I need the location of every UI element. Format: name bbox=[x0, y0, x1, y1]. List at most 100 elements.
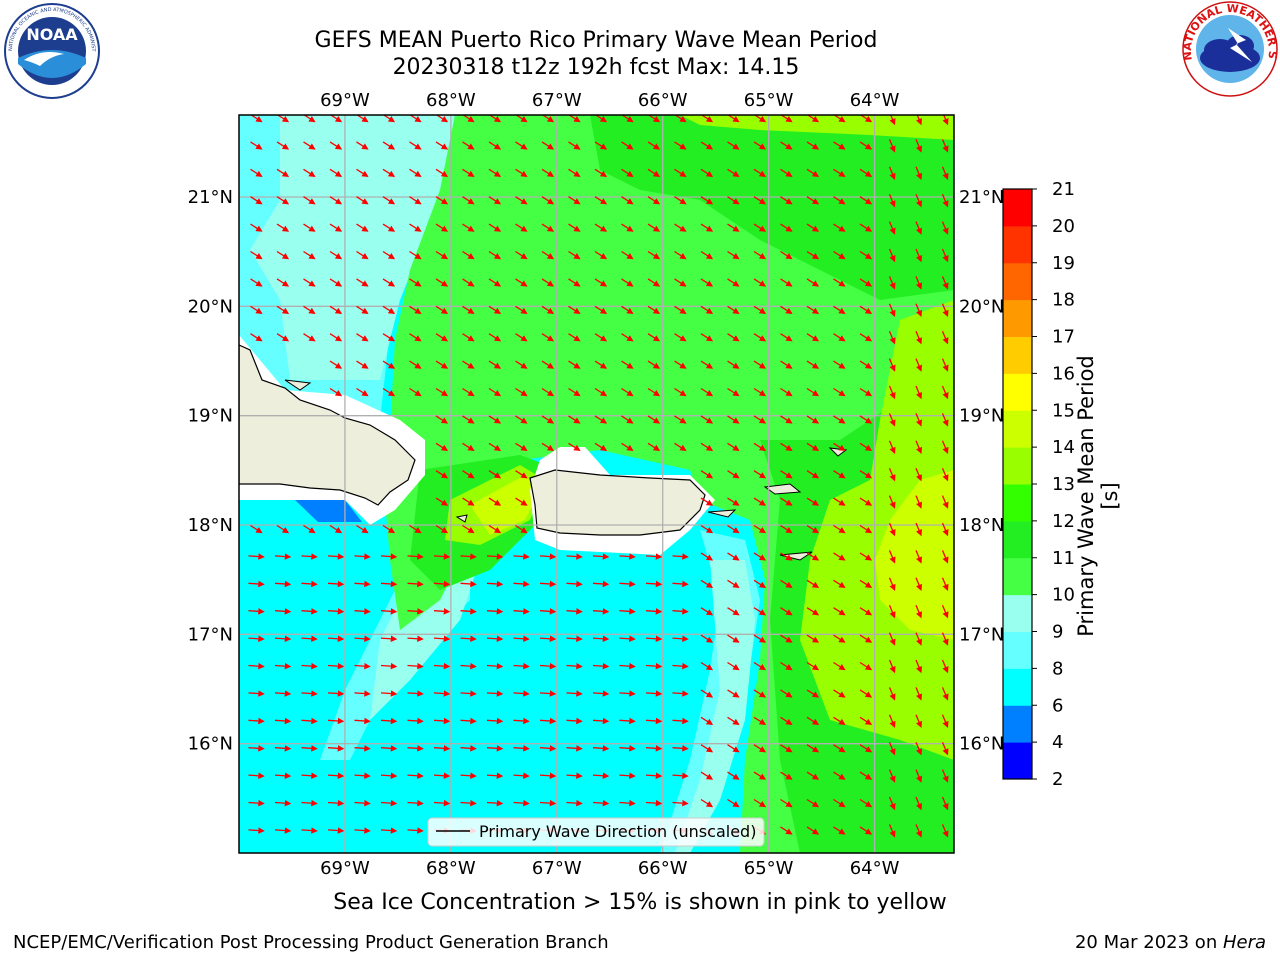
wave-direction-arrow bbox=[859, 607, 873, 616]
lat-label-right: 19°N bbox=[959, 406, 1004, 427]
wave-direction-arrow bbox=[833, 250, 846, 260]
wave-direction-arrow bbox=[515, 223, 528, 232]
wave-direction-arrow bbox=[833, 716, 846, 725]
wave-direction-arrow bbox=[621, 250, 634, 260]
wave-direction-arrow bbox=[382, 141, 396, 150]
wave-direction-arrow bbox=[541, 278, 555, 287]
wave-direction-arrow bbox=[941, 796, 949, 811]
wave-direction-arrow bbox=[409, 278, 422, 287]
lon-label-top: 67°W bbox=[532, 90, 582, 111]
wave-direction-arrow bbox=[753, 442, 767, 451]
wave-direction-arrow bbox=[859, 470, 873, 479]
wave-direction-arrow bbox=[700, 771, 714, 780]
wave-direction-arrow bbox=[621, 333, 634, 342]
wave-direction-arrow bbox=[859, 250, 873, 260]
map-frame bbox=[238, 114, 955, 854]
colorbar-tick-label: 9 bbox=[1052, 622, 1063, 643]
wave-direction-arrow bbox=[539, 580, 557, 588]
wave-direction-arrow bbox=[674, 278, 687, 287]
wave-direction-arrow bbox=[409, 305, 422, 314]
wave-direction-arrow bbox=[915, 166, 922, 181]
wave-direction-arrow bbox=[594, 415, 608, 424]
colorbar-segment bbox=[1003, 447, 1032, 485]
wave-direction-arrow bbox=[354, 580, 371, 588]
colorbar-segment bbox=[1003, 631, 1032, 669]
colorbar-tick-label: 18 bbox=[1052, 290, 1075, 311]
wave-direction-arrow bbox=[541, 223, 555, 232]
wave-direction-arrow bbox=[727, 223, 740, 232]
wave-direction-arrow bbox=[806, 305, 820, 314]
wave-direction-arrow bbox=[513, 745, 530, 752]
lon-labels-bottom: 69°W 68°W 67°W 66°W 65°W 64°W bbox=[320, 858, 900, 879]
colorbar: 2 4 6 8 9 10 11 12 13 14 15 16 17 18 19 20 21 bbox=[1002, 179, 1075, 790]
wave-direction-arrow bbox=[700, 196, 714, 205]
wave-direction-arrow bbox=[329, 223, 343, 232]
wave-direction-arrow bbox=[301, 553, 318, 560]
wave-direction-arrow bbox=[806, 744, 820, 753]
colorbar-tick-label: 15 bbox=[1052, 400, 1075, 421]
land-small-island bbox=[284, 379, 468, 523]
wave-direction-arrow bbox=[727, 716, 740, 725]
wave-direction-arrow bbox=[700, 607, 714, 616]
wave-direction-arrow bbox=[645, 772, 663, 779]
wave-direction-arrow bbox=[488, 415, 502, 424]
wave-direction-arrow bbox=[859, 689, 873, 698]
wave-direction-arrow bbox=[407, 827, 424, 834]
wave-direction-arrow bbox=[301, 662, 318, 670]
wave-direction-arrow bbox=[915, 577, 922, 591]
wave-direction-arrow bbox=[859, 415, 873, 424]
wave-direction-arrow bbox=[780, 634, 793, 643]
wave-direction-arrow bbox=[380, 717, 398, 725]
wave-direction-arrow bbox=[941, 824, 949, 838]
wave-direction-arrow bbox=[515, 415, 528, 424]
wave-direction-arrow bbox=[594, 168, 608, 177]
wave-direction-arrow bbox=[435, 387, 449, 397]
wave-direction-arrow bbox=[915, 330, 922, 345]
wave-direction-arrow bbox=[780, 168, 793, 177]
wave-direction-arrow bbox=[915, 632, 922, 646]
wave-direction-arrow bbox=[753, 744, 767, 753]
wave-direction-arrow bbox=[753, 607, 767, 616]
wave-direction-arrow bbox=[780, 223, 793, 232]
wave-direction-arrow bbox=[248, 580, 265, 588]
colorbar-tick-label: 2 bbox=[1052, 769, 1063, 790]
footer-date: 20 Mar 2023 on Hera bbox=[1075, 932, 1266, 953]
colorbar-tick-label: 4 bbox=[1052, 732, 1063, 753]
wave-direction-arrow bbox=[833, 524, 846, 534]
wave-direction-arrow bbox=[356, 305, 369, 314]
wave-direction-arrow bbox=[356, 250, 369, 260]
wave-direction-arrow bbox=[327, 772, 345, 779]
wave-direction-arrow bbox=[515, 196, 528, 205]
wave-direction-arrow bbox=[460, 772, 477, 779]
wave-direction-arrow bbox=[700, 360, 714, 369]
wave-direction-arrow bbox=[592, 717, 610, 725]
wave-direction-arrow bbox=[780, 141, 793, 150]
wave-direction-arrow bbox=[382, 250, 396, 260]
wave-direction-arrow bbox=[888, 550, 896, 564]
wave-direction-arrow bbox=[329, 250, 343, 260]
wave-direction-arrow bbox=[248, 635, 265, 642]
wave-direction-arrow bbox=[274, 799, 292, 807]
wave-direction-arrow bbox=[515, 442, 528, 451]
wave-direction-arrow bbox=[859, 141, 873, 150]
noaa-logo: NOAA NATIONAL OCEANIC AND ATMOSPHERIC AD… bbox=[2, 2, 100, 99]
wave-direction-arrow bbox=[327, 717, 345, 725]
wave-direction-arrow bbox=[780, 552, 793, 561]
wave-direction-arrow bbox=[753, 798, 767, 808]
wave-direction-arrow bbox=[566, 635, 583, 642]
wave-direction-arrow bbox=[888, 741, 896, 756]
wave-direction-arrow bbox=[700, 497, 714, 506]
wave-direction-arrow bbox=[806, 250, 820, 260]
wave-direction-arrow bbox=[915, 495, 922, 509]
wave-direction-arrow bbox=[488, 223, 502, 232]
lat-label-left: 18°N bbox=[188, 515, 233, 536]
wave-direction-arrow bbox=[435, 442, 449, 451]
noaa-logo-text: NOAA bbox=[26, 25, 78, 44]
wave-direction-arrow bbox=[859, 223, 873, 232]
wave-direction-arrow bbox=[488, 497, 502, 506]
wave-direction-arrow bbox=[780, 250, 793, 260]
wave-direction-arrow bbox=[780, 771, 793, 780]
wave-direction-arrow bbox=[566, 717, 583, 725]
wave-direction-arrow bbox=[859, 305, 873, 314]
wave-direction-arrow bbox=[727, 552, 740, 561]
